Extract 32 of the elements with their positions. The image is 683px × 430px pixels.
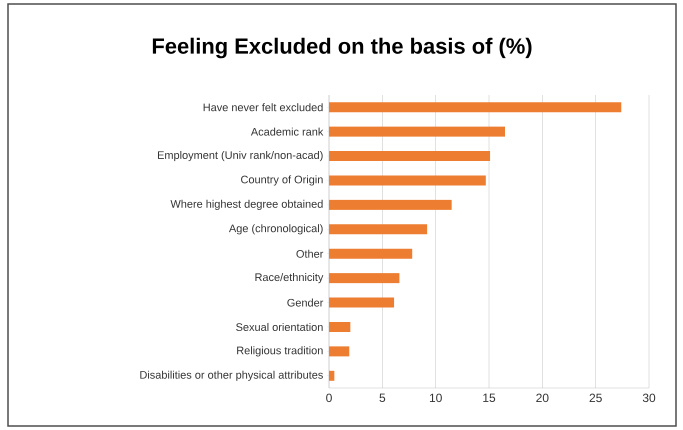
y-tick-label: Sexual orientation [236, 322, 323, 331]
bar [329, 322, 350, 332]
y-tick-label: Have never felt excluded [204, 103, 323, 112]
y-tick-label: Employment (Univ rank/non-acad) [158, 150, 323, 162]
bar [329, 346, 350, 356]
x-tick-label: 10 [430, 394, 442, 402]
bar [329, 151, 490, 162]
bar [329, 370, 334, 381]
bar [329, 200, 452, 210]
bar [329, 224, 428, 234]
bar [329, 298, 394, 308]
bar [329, 248, 412, 259]
y-tick-label: Gender [287, 298, 324, 307]
x-tick-label: 0 [326, 394, 332, 402]
y-tick-label: Academic rank [250, 128, 324, 136]
bar [329, 126, 506, 137]
x-tick-label: 30 [642, 394, 656, 402]
x-tick-label: 25 [590, 394, 602, 402]
y-tick-label: Disabilities or other physical attributes [140, 370, 323, 381]
y-tick-label: Race/ethnicity [255, 273, 324, 284]
x-tick-label: 20 [536, 394, 549, 402]
y-tick-label: Age (chronological) [228, 224, 323, 234]
bar [329, 273, 400, 284]
bar [329, 175, 486, 186]
x-tick-label: 5 [380, 394, 386, 402]
y-tick-label: Religious tradition [237, 346, 323, 356]
y-tick-label: Other [296, 250, 324, 258]
y-tick-label: Country of Origin [241, 175, 323, 186]
x-tick-label: 15 [483, 394, 496, 402]
y-tick-label: Where highest degree obtained [170, 200, 323, 210]
chart-title: Feeling Excluded on the basis of (%) [152, 38, 532, 58]
bar [329, 102, 622, 112]
